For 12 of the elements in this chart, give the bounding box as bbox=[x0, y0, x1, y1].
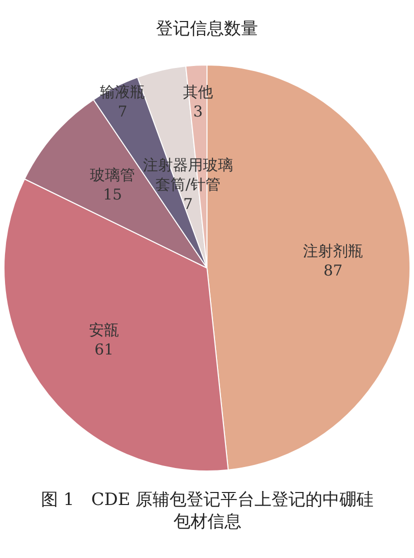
data-label: 7 bbox=[118, 102, 128, 120]
chart-title: 登记信息数量 bbox=[156, 19, 258, 40]
data-label: 87 bbox=[323, 262, 343, 280]
slice-label: 玻璃管 bbox=[90, 166, 135, 184]
data-label: 15 bbox=[102, 186, 122, 204]
slice-label: 安瓿 bbox=[89, 321, 119, 339]
slice-label: 其他 bbox=[183, 83, 213, 101]
slice-label: 注射剂瓶 bbox=[303, 242, 363, 260]
caption: 图 1 CDE 原辅包登记平台上登记的中硼硅包材信息 bbox=[41, 490, 374, 532]
data-label: 3 bbox=[193, 102, 203, 120]
data-label: 61 bbox=[94, 340, 114, 358]
data-label: 7 bbox=[183, 195, 193, 213]
